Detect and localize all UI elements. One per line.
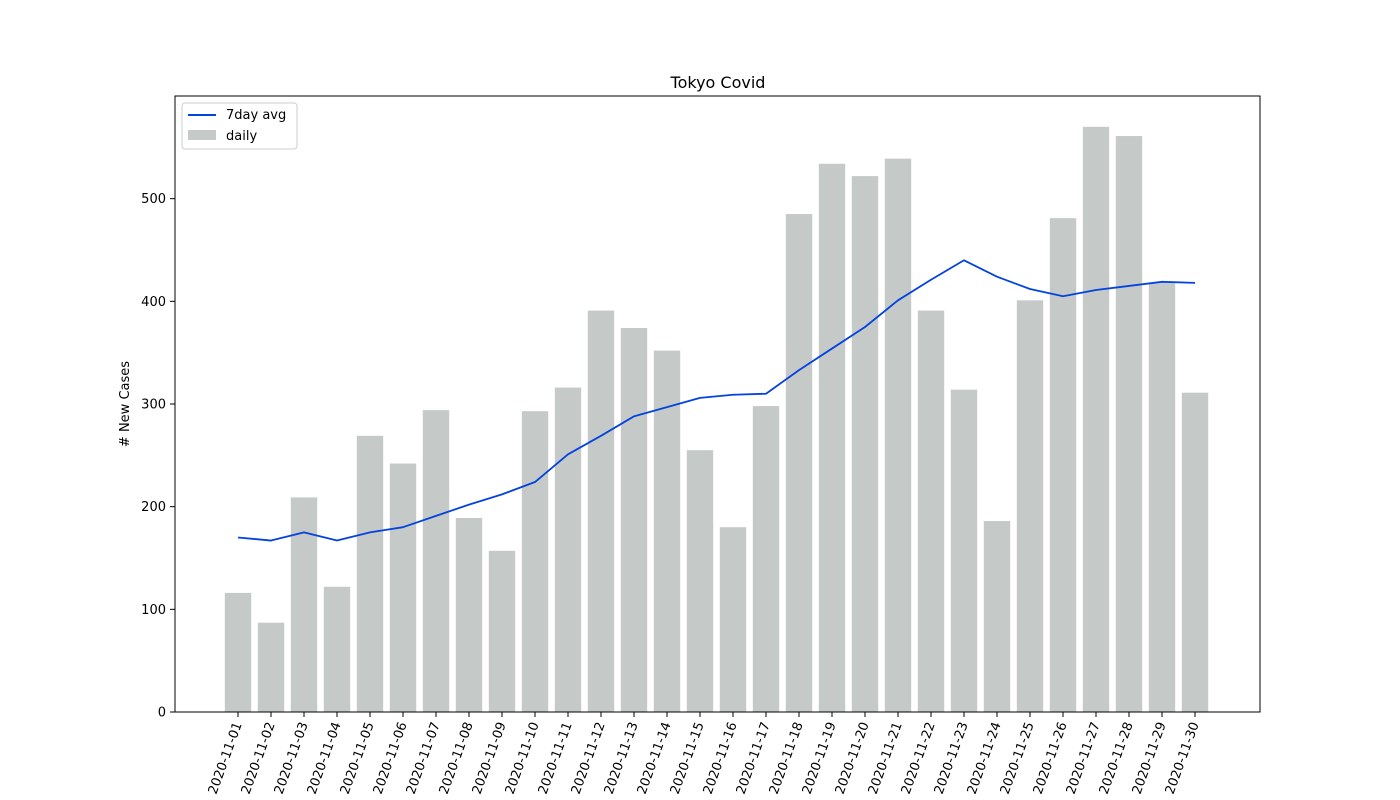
bar-2020-11-09 (488, 550, 516, 712)
bar-2020-11-17 (752, 406, 780, 712)
bar-2020-11-27 (1082, 126, 1110, 713)
x-tick-label: 2020-11-18 (767, 720, 807, 796)
x-tick-label: 2020-11-29 (1130, 720, 1170, 796)
y-tick-label: 500 (141, 192, 166, 207)
bar-2020-11-12 (587, 310, 615, 712)
bar-2020-11-20 (851, 176, 879, 712)
bar-2020-11-14 (653, 350, 681, 712)
x-tick-label: 2020-11-05 (338, 720, 378, 796)
bar-2020-11-11 (554, 387, 582, 712)
x-tick-label: 2020-11-10 (503, 720, 543, 796)
bar-2020-11-25 (1016, 300, 1044, 712)
y-axis-label: # New Cases (118, 361, 133, 447)
x-tick-label: 2020-11-08 (437, 720, 477, 796)
bar-2020-11-18 (785, 214, 813, 712)
y-axis: 0 100 200 300 400 500 (141, 192, 175, 721)
x-tick-label: 2020-11-15 (668, 720, 708, 796)
bar-2020-11-30 (1181, 392, 1209, 712)
x-tick-label: 2020-11-24 (965, 720, 1005, 796)
x-tick-label: 2020-11-28 (1097, 720, 1137, 796)
x-tick-label: 2020-11-02 (239, 720, 279, 796)
x-tick-label: 2020-11-07 (404, 720, 444, 796)
x-tick-label: 2020-11-17 (734, 720, 774, 796)
x-tick-label: 2020-11-04 (305, 720, 345, 796)
y-tick-label: 0 (158, 706, 166, 721)
y-tick-label: 300 (141, 398, 166, 413)
legend: 7day avg daily (181, 102, 298, 150)
y-tick-label: 200 (141, 500, 166, 515)
x-tick-label: 2020-11-26 (1031, 720, 1071, 796)
x-tick-label: 2020-11-25 (998, 720, 1038, 796)
bar-2020-11-10 (521, 411, 549, 712)
bar-2020-11-13 (620, 328, 648, 712)
bar-2020-11-07 (422, 410, 450, 712)
x-tick-label: 2020-11-16 (701, 720, 741, 796)
legend-swatch-daily (188, 130, 216, 140)
bar-2020-11-21 (884, 158, 912, 712)
bar-2020-11-08 (455, 517, 483, 712)
x-tick-label: 2020-11-06 (371, 720, 411, 796)
bar-2020-11-26 (1049, 218, 1077, 713)
y-tick-label: 100 (141, 603, 166, 618)
bar-2020-11-01 (224, 592, 252, 712)
x-tick-label: 2020-11-14 (635, 720, 675, 796)
bars-layer (224, 126, 1209, 713)
legend-label-daily: daily (226, 129, 257, 144)
bar-2020-11-15 (686, 450, 714, 712)
bar-2020-11-04 (323, 586, 351, 712)
x-tick-label: 2020-11-19 (800, 720, 840, 796)
bar-2020-11-16 (719, 527, 747, 712)
x-tick-label: 2020-11-21 (866, 720, 906, 796)
x-tick-label: 2020-11-09 (470, 720, 510, 796)
bar-2020-11-29 (1148, 282, 1176, 712)
x-axis: 2020-11-012020-11-022020-11-032020-11-04… (206, 712, 1203, 796)
x-tick-label: 2020-11-27 (1064, 720, 1104, 796)
bar-2020-11-28 (1115, 136, 1143, 713)
line-layer (237, 259, 1196, 542)
y-tick-label: 400 (141, 295, 166, 310)
x-tick-label: 2020-11-12 (569, 720, 609, 796)
bar-2020-11-19 (818, 163, 846, 712)
legend-label-7day-avg: 7day avg (226, 108, 286, 123)
chart-title: Tokyo Covid (670, 73, 766, 92)
x-tick-label: 2020-11-03 (272, 720, 312, 796)
bar-2020-11-22 (917, 310, 945, 712)
bar-2020-11-05 (356, 435, 384, 712)
bar-2020-11-02 (257, 622, 285, 712)
x-tick-label: 2020-11-13 (602, 720, 642, 796)
x-tick-label: 2020-11-22 (899, 720, 939, 796)
bar-2020-11-03 (290, 497, 318, 712)
x-tick-label: 2020-11-11 (536, 720, 576, 796)
bar-2020-11-06 (389, 463, 417, 712)
x-tick-label: 2020-11-01 (206, 720, 246, 796)
line-7day-avg (237, 259, 1196, 542)
x-tick-label: 2020-11-23 (932, 720, 972, 796)
x-tick-label: 2020-11-20 (833, 720, 873, 796)
bar-2020-11-24 (983, 521, 1011, 712)
bar-2020-11-23 (950, 389, 978, 712)
x-tick-label: 2020-11-30 (1163, 720, 1203, 796)
